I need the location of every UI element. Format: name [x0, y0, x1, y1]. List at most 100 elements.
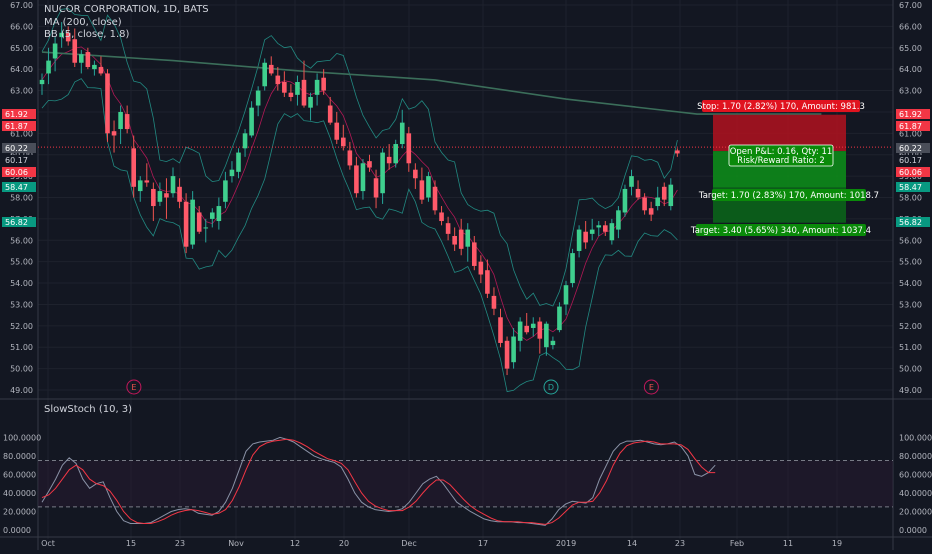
bb-indicator-label[interactable]: BB (5, close, 1.8): [44, 29, 130, 40]
right-price-tick: 58.00: [899, 194, 922, 203]
candle-body: [334, 122, 340, 140]
left-price-badge-text: 60.06: [5, 168, 28, 177]
candle-body: [413, 169, 418, 179]
stoch-legend[interactable]: SlowStoch (10, 3): [44, 404, 133, 415]
candle-body: [72, 39, 78, 63]
candle-body: [629, 176, 634, 187]
right-price-badge: [896, 167, 930, 177]
candle-body: [236, 152, 241, 172]
candle-body: [668, 184, 674, 207]
candle-body: [157, 191, 163, 202]
candle-body: [164, 193, 169, 198]
candle-body: [472, 242, 477, 266]
left-price-badge-text: 61.87: [5, 122, 28, 131]
candle-body: [386, 156, 392, 164]
candle-body: [478, 261, 484, 275]
left-price-badge-text: 60.22: [5, 144, 28, 153]
stop-label-bg: [702, 100, 860, 112]
time-tick-label: 23: [175, 539, 185, 548]
left-price-tick: 64.00: [10, 65, 33, 74]
candle-body: [282, 82, 287, 93]
left-price-tick: 61.00: [10, 129, 33, 138]
left-price-badge-text: 56.82: [5, 218, 28, 227]
right-price-badge: [896, 109, 930, 119]
candle-body: [661, 186, 667, 200]
time-tick-label: 12: [290, 539, 300, 548]
candle-body: [537, 321, 543, 339]
left-price-tick: 66.00: [10, 22, 33, 31]
candle-body: [642, 197, 647, 211]
candle-body: [255, 90, 261, 106]
earnings-marker: [643, 379, 659, 395]
left-price-badge-text: 61.92: [5, 110, 28, 119]
time-tick-label: 15: [126, 539, 136, 548]
left-stoch-tick: 100.0000: [3, 433, 41, 442]
candle-body: [177, 186, 182, 202]
stoch-d-line: [41, 438, 716, 525]
candle-body: [347, 150, 353, 166]
left-price-tick: 55.00: [10, 258, 33, 267]
candle-body: [589, 229, 595, 234]
open-pnl-bg: [728, 144, 834, 167]
candle-body: [196, 212, 202, 232]
left-price-badge: [2, 182, 36, 192]
left-price-tick: 58.00: [10, 194, 33, 203]
dividend-marker: [543, 379, 559, 395]
right-price-tick: 51.00: [899, 343, 922, 352]
right-price-tick: 49.00: [899, 386, 922, 395]
target1-label-text: Target: 1.70 (2.83%) 170, Amount: 1018.7: [698, 191, 879, 201]
candle-body: [262, 62, 267, 87]
candle-body: [439, 212, 444, 222]
left-price-badge: [2, 167, 36, 177]
right-price-badge-text: 58.47: [899, 183, 922, 192]
candle-body: [288, 92, 294, 97]
target2-label-text: Target: 3.40 (5.65%) 340, Amount: 1037.4: [690, 226, 871, 236]
left-price-tick: 51.00: [10, 343, 33, 352]
time-tick-label: Nov: [228, 539, 244, 548]
time-tick-label: Dec: [401, 539, 416, 548]
candle-body: [124, 114, 130, 130]
candle-body: [616, 210, 621, 230]
dividend-marker-label: D: [548, 383, 554, 392]
candle-body: [111, 131, 117, 136]
candle-body: [530, 323, 536, 328]
candle-body: [635, 188, 641, 198]
candle-body: [85, 52, 91, 68]
right-price-badge: [896, 182, 930, 192]
right-price-badge-text: 60.22: [899, 144, 922, 153]
left-price-tick: 63.00: [10, 87, 33, 96]
candle-body: [131, 148, 136, 187]
right-price-badge-text: 61.92: [899, 110, 922, 119]
candle-body: [341, 137, 346, 147]
ma-indicator-label[interactable]: MA (200, close): [44, 16, 122, 28]
right-price-tick: 55.00: [899, 258, 922, 267]
candle-body: [59, 32, 64, 38]
right-stoch-tick: 100.0000: [899, 433, 932, 442]
candle-body: [79, 54, 84, 63]
candle-body: [183, 201, 189, 247]
candle-body: [596, 225, 602, 228]
right-price-tick: 50.00: [899, 365, 922, 374]
right-price-tick: 52.00: [899, 322, 922, 331]
candle-body: [118, 111, 123, 130]
candle-body: [419, 180, 425, 200]
time-tick-label: 14: [627, 539, 637, 548]
candle-body: [242, 133, 248, 149]
candle-body: [603, 225, 608, 232]
candle-body: [249, 107, 254, 136]
candle-body: [452, 236, 457, 245]
right-stoch-tick: 0.0000: [899, 526, 927, 535]
left-price-tick: 49.00: [10, 386, 33, 395]
candle-body: [491, 295, 497, 309]
ma200-line: [41, 51, 822, 115]
right-price-badge-text: 60.06: [899, 168, 922, 177]
left-price-badge-text: 58.47: [5, 183, 28, 192]
left-stoch-tick: 40.0000: [3, 489, 36, 498]
candle-body: [563, 285, 569, 305]
target2-label-bg: [696, 224, 866, 236]
target1-label-bg: [712, 189, 866, 201]
stoch-k-line: [41, 436, 716, 526]
